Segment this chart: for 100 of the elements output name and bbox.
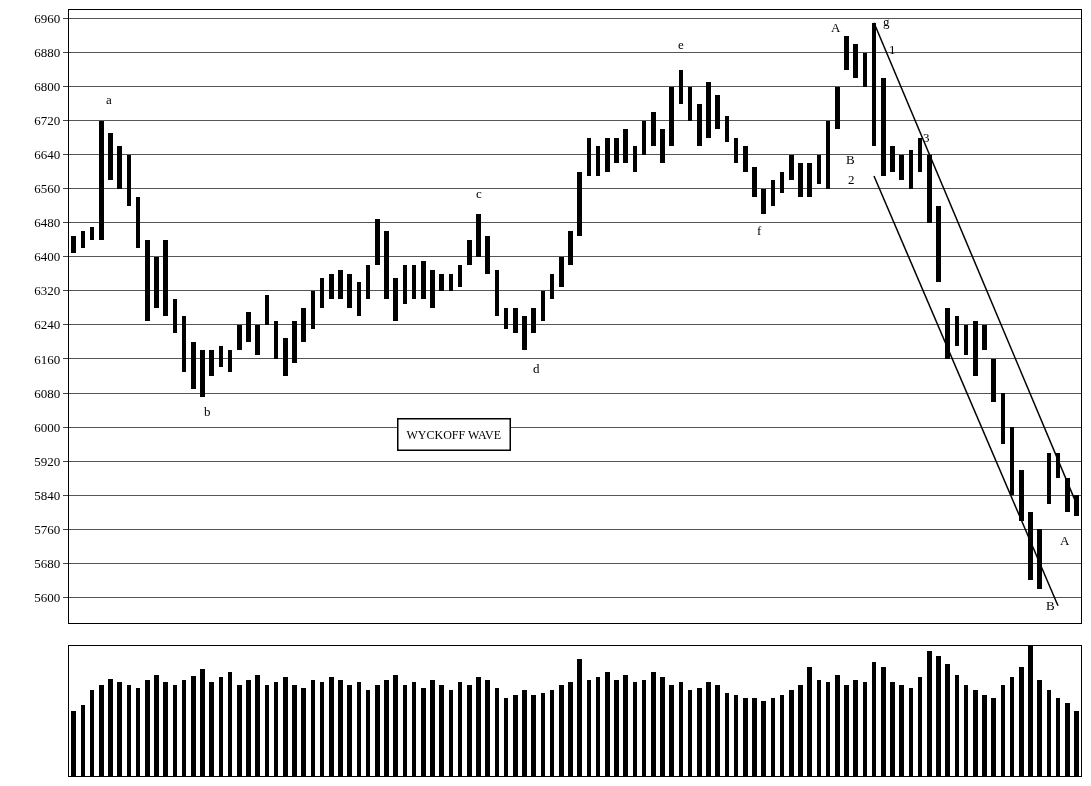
bar [1046,453,1051,504]
bar [742,146,748,172]
bar [162,240,168,316]
bar [346,274,352,308]
bar [705,82,711,138]
bar [1000,393,1005,444]
annotation: e [678,37,684,52]
bar [843,36,849,70]
bar [438,274,444,291]
bar [181,316,186,372]
bar [696,104,702,146]
bar [282,338,288,376]
bar [576,172,582,236]
annotation: a [106,92,112,107]
y-tick-label: 6160 [34,351,61,367]
bar [632,146,637,172]
y-tick-label: 5840 [34,487,61,503]
bar [365,265,370,299]
bar [687,87,692,121]
bar [908,150,913,189]
bar [668,87,674,146]
bar [70,236,76,253]
bar [678,70,683,104]
bar [291,321,297,363]
bar [1009,427,1014,495]
annotation: 2 [848,172,855,187]
bar [558,257,564,287]
y-tick-label: 6800 [34,79,61,95]
bar [392,278,398,321]
bar [411,265,416,299]
bar [144,240,150,321]
bar [926,155,932,223]
bar [733,138,738,163]
bar [457,265,462,287]
bar [779,172,784,193]
bar [954,316,959,346]
bar [153,257,159,308]
bar [816,155,821,184]
annotation: WYCKOFF WAVE [406,427,502,442]
bar [494,270,499,316]
bar [806,163,812,197]
bar [549,274,554,299]
bar [484,236,490,274]
bar [760,189,766,214]
bar [935,206,941,282]
y-tick-label: 6720 [34,113,61,129]
bar [540,291,545,321]
bar [567,231,573,265]
y-tick-label: 6880 [34,45,61,61]
bar [714,95,720,129]
bar [402,265,407,304]
bar [383,231,389,299]
bar [356,282,361,316]
annotation: b [204,404,211,419]
y-tick-label: 5680 [34,555,61,571]
bar [199,350,205,397]
bar [880,78,886,176]
annotation: 1 [889,42,896,57]
bar [466,240,472,265]
bar [797,163,803,197]
bar [972,321,978,376]
bar [512,308,518,333]
bar [374,219,380,265]
y-tick-label: 6480 [34,215,61,231]
bar [116,146,122,189]
bar [319,278,324,308]
annotation: d [533,361,540,376]
bar [586,138,591,176]
bar [80,231,85,248]
bar [190,342,196,389]
annotation: c [476,186,482,201]
bar [641,121,646,155]
bar [770,180,775,206]
bar [89,227,94,240]
bar [825,121,830,189]
bar [227,350,232,372]
bar [172,299,177,333]
y-tick-label: 6240 [34,317,61,333]
y-tick-label: 5600 [34,589,61,605]
bar [429,270,435,308]
y-tick-label: 6000 [34,419,61,435]
bar [420,261,426,299]
bar [1018,470,1024,521]
bar [622,129,628,163]
bar [898,155,904,180]
bar [595,146,600,176]
bar [751,167,757,197]
annotation: 3 [923,130,930,145]
bar [273,321,278,359]
annotation: A [1060,533,1070,548]
bar [126,155,131,206]
bar [834,87,840,129]
bar [862,53,867,87]
y-tick-label: 6640 [34,147,61,163]
bar [107,133,113,180]
bar [300,308,306,342]
bar [245,312,251,342]
annotation: B [1046,598,1055,613]
bar [475,214,481,257]
bar [98,121,104,240]
